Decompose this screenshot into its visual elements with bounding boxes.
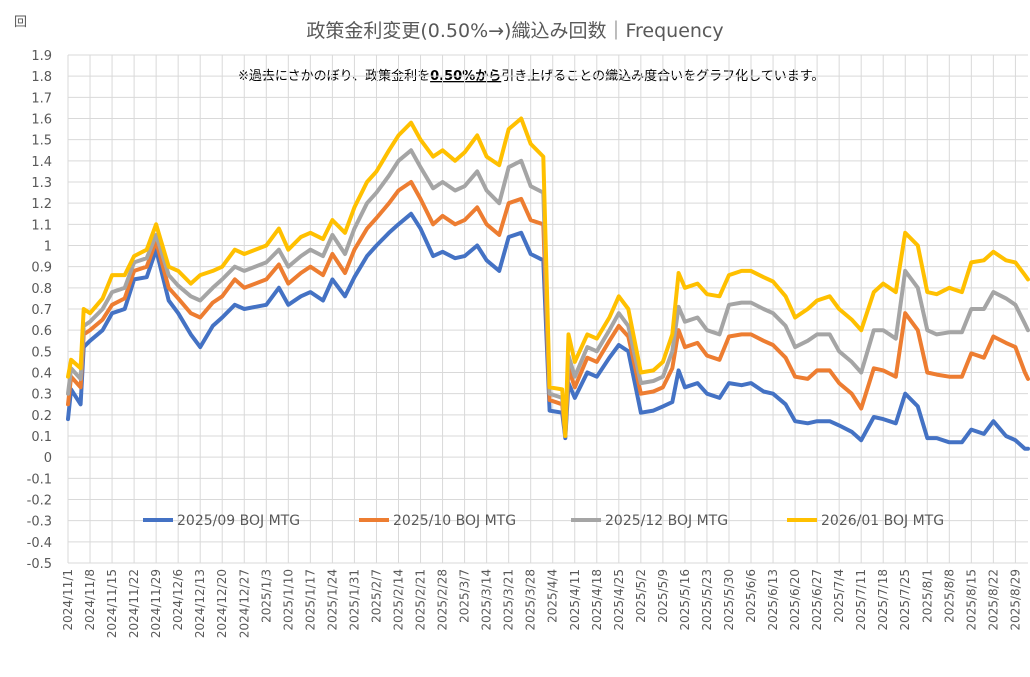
x-tick-label: 2025/1/3 [259,569,273,623]
x-tick-label: 2025/3/28 [524,569,538,631]
x-tick-label: 2025/2/14 [391,569,405,631]
y-tick-label: -0.5 [27,557,52,572]
x-tick-label: 2024/12/27 [237,569,251,638]
x-tick-label: 2025/3/14 [480,569,494,631]
x-tick-label: 2025/7/11 [854,569,868,631]
y-tick-label: 0.8 [31,282,52,297]
x-tick-label: 2025/6/20 [788,569,802,631]
x-tick-label: 2025/4/4 [546,569,560,623]
x-tick-label: 2025/1/10 [281,569,295,631]
x-tick-label: 2025/4/18 [590,569,604,631]
y-tick-label: 1.7 [31,91,52,106]
x-tick-label: 2025/1/31 [347,569,361,631]
y-tick-label: 0.5 [31,345,52,360]
y-tick-label: 1.6 [31,113,52,128]
legend-label-3: 2025/12 BOJ MTG [605,513,728,529]
x-tick-label: 2025/4/11 [568,569,582,631]
x-tick-label: 2025/5/16 [678,569,692,631]
x-tick-label: 2025/5/9 [656,569,670,623]
y-tick-label: 0.9 [31,261,52,276]
x-tick-label: 2025/5/23 [700,569,714,631]
chart-title: 政策金利変更(0.50%→)織込み回数｜Frequency [306,20,723,42]
y-tick-label: 1.8 [31,70,52,85]
y-tick-label: -0.2 [27,494,52,509]
x-tick-label: 2025/2/28 [436,569,450,631]
x-tick-label: 2024/11/1 [61,569,75,631]
x-tick-label: 2025/8/29 [1008,569,1022,631]
series-line-4 [66,116,1030,438]
y-tick-label: 1.9 [31,49,52,64]
x-tick-label: 2024/12/20 [215,569,229,638]
y-tick-label: -0.3 [27,515,52,530]
series-lines [66,116,1030,451]
x-tick-label: 2025/8/8 [942,569,956,623]
x-tick-label: 2025/6/6 [744,569,758,623]
y-tick-label: 0.6 [31,324,52,339]
x-tick-label: 2025/5/30 [722,569,736,631]
y-tick-label: 1.1 [31,218,52,233]
x-tick-label: 2024/12/6 [171,569,185,631]
x-tick-label: 2025/3/7 [458,569,472,623]
x-tick-label: 2025/2/21 [414,569,428,631]
y-tick-label: 1 [44,240,52,255]
x-tick-label: 2025/6/27 [810,569,824,631]
y-tick-label: -0.4 [27,536,52,551]
x-tick-label: 2024/11/22 [127,569,141,638]
x-tick-label: 2025/7/25 [898,569,912,631]
x-tick-label: 2025/3/21 [502,569,516,631]
x-tick-label: 2025/8/22 [986,569,1000,631]
y-tick-label: 0.7 [31,303,52,318]
y-tick-label: -0.1 [27,472,52,487]
y-axis-ticks: 1.9 1.8 1.7 1.6 1.5 1.4 1.3 1.2 1.1 1 0.9 0.8 0.7 0.6… [27,49,52,572]
legend-label-4: 2026/01 BOJ MTG [821,513,944,529]
x-tick-label: 2025/8/15 [964,569,978,631]
x-tick-label: 2024/11/15 [105,569,119,638]
y-tick-label: 1.4 [31,155,52,170]
x-tick-label: 2025/2/7 [369,569,383,623]
y-tick-label: 0.1 [31,430,52,445]
x-tick-label: 2024/12/13 [193,569,207,638]
x-tick-label: 2024/11/29 [149,569,163,638]
y-axis-label: 回 [14,15,27,30]
y-tick-label: 0.4 [31,367,52,382]
y-tick-label: 1.5 [31,134,52,149]
y-tick-label: 0 [44,451,52,466]
x-tick-label: 2025/1/24 [325,569,339,631]
x-axis-ticks: 2024/11/1 2024/11/8 2024/11/15 2024/11/22 20… [61,569,1022,638]
x-tick-label: 2025/7/18 [876,569,890,631]
x-tick-label: 2024/11/8 [83,569,97,631]
x-tick-label: 2025/8/1 [920,569,934,623]
x-tick-label: 2025/6/13 [766,569,780,631]
legend-label-1: 2025/09 BOJ MTG [177,513,300,529]
x-tick-label: 2025/4/25 [612,569,626,631]
legend-label-2: 2025/10 BOJ MTG [393,513,516,529]
x-tick-label: 2025/1/17 [303,569,317,631]
y-tick-label: 0.2 [31,409,52,424]
x-tick-label: 2025/7/4 [832,569,846,623]
x-tick-label: 2025/5/2 [634,569,648,623]
y-tick-label: 1.3 [31,176,52,191]
y-tick-label: 1.2 [31,197,52,212]
legend: 2025/09 BOJ MTG 2025/10 BOJ MTG 2025/12 BO… [143,513,944,529]
y-tick-label: 0.3 [31,388,52,403]
